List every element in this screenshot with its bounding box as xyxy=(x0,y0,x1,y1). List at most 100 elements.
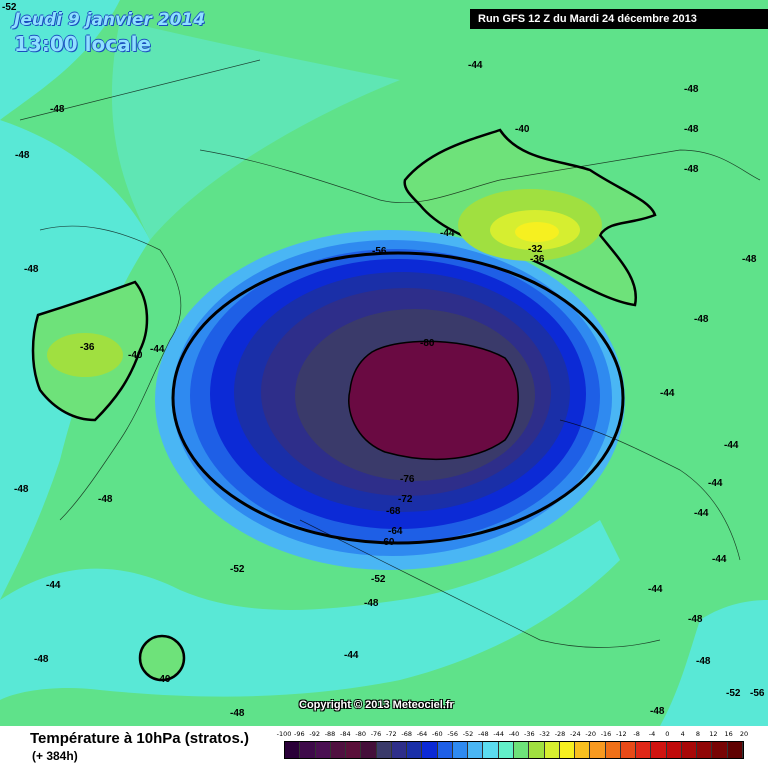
legend-swatch xyxy=(681,742,698,758)
contour-label: -44 xyxy=(648,584,663,595)
map-title: Température à 10hPa (stratos.) xyxy=(30,730,249,747)
legend-label: -48 xyxy=(478,730,489,738)
contour-label: -80 xyxy=(420,338,435,349)
contour-label: -48 xyxy=(50,104,65,115)
contour-label: -44 xyxy=(440,228,455,239)
contour-label: -56 xyxy=(750,688,765,699)
contour-label: -48 xyxy=(98,494,113,505)
legend-label: 0 xyxy=(665,730,670,738)
contour-label: -40 xyxy=(515,124,530,135)
caption-bar: Température à 10hPa (stratos.) (+ 384h) … xyxy=(0,726,768,768)
forecast-date: Jeudi 9 janvier 2014 xyxy=(14,10,206,30)
legend-swatch xyxy=(391,742,408,758)
legend-swatch xyxy=(544,742,560,758)
contour-label: -44 xyxy=(712,554,727,565)
contour-label: -48 xyxy=(742,254,757,265)
contour-label: -56 xyxy=(372,246,387,257)
legend-label: -100 xyxy=(276,730,292,738)
contour-label: -44 xyxy=(708,478,723,489)
legend-label: -72 xyxy=(386,730,397,738)
legend-swatch xyxy=(575,742,591,758)
legend-label: -16 xyxy=(600,730,612,738)
contour-label: -48 xyxy=(15,150,30,161)
legend-labels: -100 -96 -92 -88 -84 -80 -76 -72 -68 -64 -60 -56 -52… xyxy=(277,730,749,740)
legend-swatch xyxy=(636,742,652,758)
contour-label: -60 xyxy=(380,537,395,548)
forecast-time: 13:00 locale xyxy=(14,32,151,56)
contour-label: -32 xyxy=(528,244,543,255)
contour-label: -52 xyxy=(230,564,245,575)
contour-label: -48 xyxy=(684,164,699,175)
contour-label: -48 xyxy=(694,314,709,325)
contour-label: -48 xyxy=(696,656,711,667)
contour-label: -52 xyxy=(2,2,17,13)
legend-label: -40 xyxy=(508,730,520,738)
coastlines xyxy=(19,59,761,648)
legend-label: -36 xyxy=(524,730,535,738)
warm-zone-28 xyxy=(515,222,559,242)
legend-swatch xyxy=(483,742,499,758)
contour-labels: -52 -48 -48 -48 -44 -40 -48 -48 -48 -44 … xyxy=(2,2,765,719)
legend-label: 4 xyxy=(680,730,685,738)
contour-label: -48 xyxy=(24,264,39,275)
legend-swatch xyxy=(590,742,606,758)
legend-label: 16 xyxy=(724,730,733,738)
legend-swatch xyxy=(330,742,347,758)
legend-label: -32 xyxy=(539,730,550,738)
legend-swatch xyxy=(437,742,453,758)
legend-label: -76 xyxy=(370,730,382,738)
legend-label: -56 xyxy=(447,730,458,738)
contour-label: -48 xyxy=(650,706,665,717)
legend-label: -84 xyxy=(340,730,351,738)
legend-swatch xyxy=(285,742,301,758)
color-legend xyxy=(284,741,744,759)
legend-swatch xyxy=(407,742,423,758)
legend-label: -92 xyxy=(309,730,320,738)
contour-label: -48 xyxy=(364,598,379,609)
contour-label: -44 xyxy=(468,60,483,71)
contour-label: -44 xyxy=(694,508,709,519)
contour-label: -76 xyxy=(400,474,415,485)
legend-label: -80 xyxy=(355,730,366,738)
legend-label: -68 xyxy=(401,730,412,738)
contour-label: -52 xyxy=(726,688,741,699)
warm-zone-america xyxy=(47,333,123,377)
teal-zone xyxy=(111,20,400,240)
contour-label: -44 xyxy=(660,388,675,399)
contour-label: -48 xyxy=(230,708,245,719)
legend-label: 20 xyxy=(739,730,749,738)
cyan-zone xyxy=(660,600,768,726)
contour-label: -72 xyxy=(398,494,413,505)
contour-label: -48 xyxy=(684,124,699,135)
contour-label: -64 xyxy=(388,526,403,537)
temperature-map: -52 -48 -48 -48 -44 -40 -48 -48 -48 -44 … xyxy=(0,0,768,726)
legend-swatch xyxy=(422,742,438,758)
legend-label: -88 xyxy=(324,730,336,738)
cyan-zone xyxy=(0,0,120,120)
legend-swatch xyxy=(727,742,743,758)
legend-label: -8 xyxy=(633,730,640,738)
legend-label: -12 xyxy=(616,730,627,738)
legend-swatch xyxy=(513,742,530,758)
legend-swatch xyxy=(712,742,728,758)
legend-label: 8 xyxy=(695,730,701,738)
legend-swatch xyxy=(468,742,484,758)
contour-label: -48 xyxy=(688,614,703,625)
legend-label: -52 xyxy=(462,730,474,738)
legend-label: -44 xyxy=(493,730,504,738)
legend-label: -20 xyxy=(585,730,596,738)
legend-label: -4 xyxy=(648,730,656,738)
contour-label: -40 xyxy=(156,674,171,685)
legend-swatch xyxy=(346,742,362,758)
contour-label: -40 xyxy=(128,350,143,361)
legend-swatch xyxy=(315,742,331,758)
contour-label: -36 xyxy=(530,254,545,265)
contour-label: -44 xyxy=(150,344,165,355)
legend-swatch xyxy=(361,742,377,758)
forecast-range: (+ 384h) xyxy=(32,749,78,763)
legend-swatch xyxy=(300,742,316,758)
legend-swatch xyxy=(697,742,713,758)
legend-swatch xyxy=(529,742,545,758)
legend-swatch xyxy=(376,742,392,758)
contour-label: -44 xyxy=(344,650,359,661)
